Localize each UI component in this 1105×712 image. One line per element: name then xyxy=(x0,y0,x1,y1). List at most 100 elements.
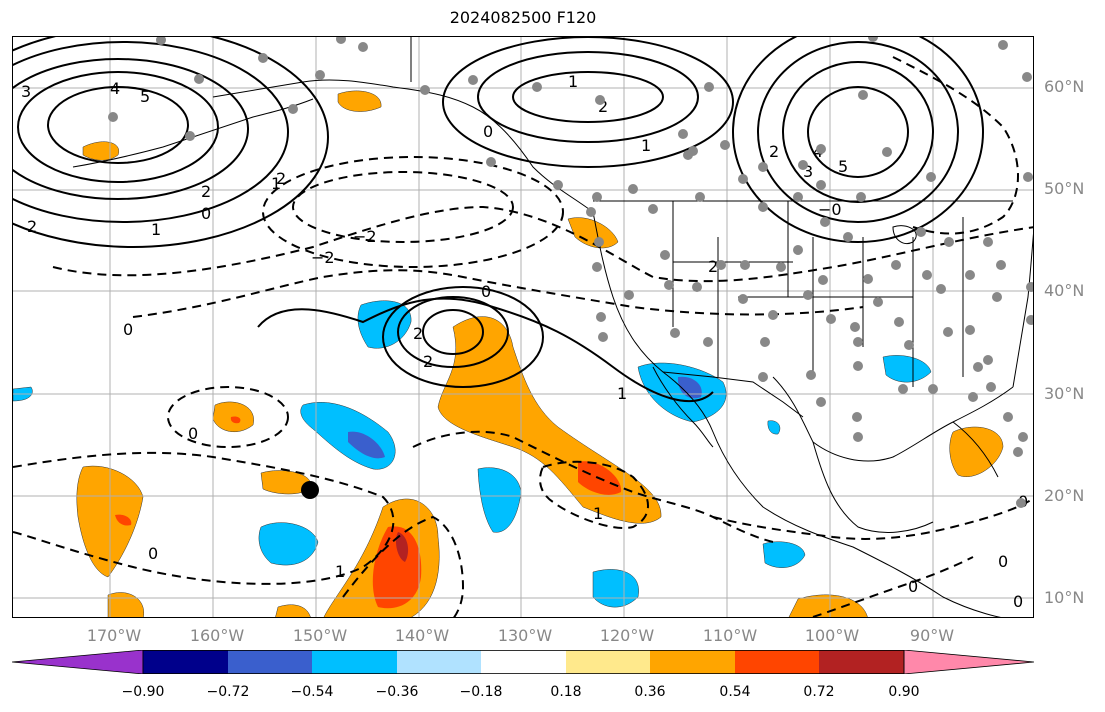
contour-low-northwest-5 xyxy=(13,37,329,248)
contour-label: 2 xyxy=(201,182,211,201)
orange-region-west-coast-trough xyxy=(437,316,662,524)
lat-label-30n: 30°N xyxy=(1044,384,1085,403)
lon-label-150w: 150°W xyxy=(292,626,348,645)
colorbar-tick-label: −0.90 xyxy=(121,684,165,700)
contour-low-northwest-1 xyxy=(47,86,189,164)
dashed-contour-north-1 xyxy=(292,171,514,243)
contour-low-northwest-4 xyxy=(13,41,289,223)
lon-label-140w: 140°W xyxy=(394,626,450,645)
contour-label: 5 xyxy=(838,157,848,176)
station-markers xyxy=(108,37,1033,508)
red-region-south xyxy=(372,526,422,609)
alaska-coastline xyxy=(212,79,594,213)
contour-label: 0 xyxy=(201,204,211,223)
contour-label: 3 xyxy=(803,162,813,181)
contour-label: 0 xyxy=(188,424,198,443)
contour-label: 1 xyxy=(271,174,281,193)
dashed-contour-southwest xyxy=(13,451,395,585)
contour-north-center-2 xyxy=(477,51,699,143)
blue-region-baja xyxy=(637,362,727,423)
colorbar-tick-label: 0.36 xyxy=(634,684,666,700)
contour-mid-center-3 xyxy=(382,286,544,388)
map-plot-area: 3 4 5 2 1 0 2 2 1 0 0 −2 −2 2 2 0 1 0 1 … xyxy=(12,36,1034,618)
lon-label-170w: 170°W xyxy=(86,626,142,645)
contour-label: 2 xyxy=(598,97,608,116)
contour-label: 2 xyxy=(276,169,286,188)
contour-label: 0 xyxy=(148,544,158,563)
contour-north-center-3 xyxy=(442,37,734,168)
contour-high-northeast-3 xyxy=(757,41,959,223)
blue-patch-south-1 xyxy=(258,522,319,566)
colorbar-cell xyxy=(650,650,735,674)
colorbar-cell xyxy=(228,650,312,674)
gridlines xyxy=(13,37,1033,617)
map-canvas: 3 4 5 2 1 0 2 2 1 0 0 −2 −2 2 2 0 1 0 1 … xyxy=(13,37,1033,617)
east-coast xyxy=(1012,233,1033,388)
dashed-contour-south xyxy=(342,515,465,617)
contour-label: 3 xyxy=(21,82,31,101)
contour-north-center-1 xyxy=(512,71,664,123)
dashed-contour-southcenter xyxy=(539,460,649,529)
colorbar xyxy=(12,650,1034,674)
orange-patch-aleutians xyxy=(82,141,119,161)
contour-label: 1 xyxy=(617,384,627,403)
colorbar-tick-label: 0.54 xyxy=(719,684,751,700)
dashed-contour-east xyxy=(892,56,1019,235)
contour-label: 1 xyxy=(593,504,603,523)
lon-label-110w: 110°W xyxy=(702,626,758,645)
contour-low-northwest-2 xyxy=(17,71,219,183)
royalblue-patch-baja xyxy=(677,376,702,399)
contour-label: 2 xyxy=(27,217,37,236)
contour-high-northeast-1 xyxy=(807,86,909,178)
mexico-east-coast xyxy=(812,441,934,533)
orange-patch-california xyxy=(567,217,619,249)
colorbar-cell xyxy=(735,650,819,674)
lon-label-130w: 130°W xyxy=(497,626,553,645)
dashed-contour-south-east-2 xyxy=(812,556,974,617)
colorbar-cell xyxy=(312,650,397,674)
shaded-anomaly-fields xyxy=(13,90,1004,617)
lat-label-10n: 10°N xyxy=(1044,588,1085,607)
contour-label: 1 xyxy=(151,220,161,239)
contour-label: 0 xyxy=(998,552,1008,571)
contour-high-northeast-4 xyxy=(732,37,984,243)
contour-mid-center-4 xyxy=(257,297,714,403)
florida xyxy=(952,421,999,478)
colorbar-tick-label: 0.18 xyxy=(550,684,582,700)
darkred-patch-south xyxy=(395,532,409,562)
colorbar-tick-label: 0.72 xyxy=(803,684,835,700)
contour-label: 0 xyxy=(908,577,918,596)
contour-mid-center-2 xyxy=(397,296,509,368)
contour-label: 0 xyxy=(123,320,133,339)
dashed-contours xyxy=(13,56,1033,617)
contour-label: 0 xyxy=(481,282,491,301)
location-marker xyxy=(301,481,319,499)
coastlines-borders xyxy=(72,37,1033,617)
contour-labels: 3 4 5 2 1 0 2 2 1 0 0 −2 −2 2 2 0 1 0 1 … xyxy=(21,72,1028,611)
colorbar-tick-label: −0.72 xyxy=(206,684,250,700)
colorbar-cell xyxy=(819,650,904,674)
contour-mid-center-1 xyxy=(422,309,484,355)
blue-patch-gulf xyxy=(882,355,932,383)
dashed-contour-southeast xyxy=(712,497,1033,540)
blue-patch-south-3 xyxy=(592,569,639,608)
dashed-contour-north-4 xyxy=(132,269,864,318)
blue-region-central xyxy=(300,402,396,470)
aleutian-chain xyxy=(72,98,314,168)
lon-label-90w: 90°W xyxy=(909,626,955,645)
contour-label: 1 xyxy=(641,136,651,155)
contour-label: 5 xyxy=(140,87,150,106)
colorbar-extension-high xyxy=(903,650,1034,674)
dashed-contour-north-3 xyxy=(52,205,1033,283)
contour-label: 1 xyxy=(335,562,345,581)
lon-label-160w: 160°W xyxy=(189,626,245,645)
us-mexico-border xyxy=(662,371,804,418)
contour-label: 1 xyxy=(568,72,578,91)
baja-peninsula xyxy=(652,366,714,448)
blue-patch-south-2 xyxy=(762,541,806,568)
orange-patch-southeast xyxy=(788,594,868,617)
lat-label-50n: 50°N xyxy=(1044,179,1085,198)
colorbar-tick-label: −0.36 xyxy=(375,684,419,700)
colorbar-tick-label: −0.54 xyxy=(290,684,334,700)
orange-patch-southwest xyxy=(107,592,145,617)
